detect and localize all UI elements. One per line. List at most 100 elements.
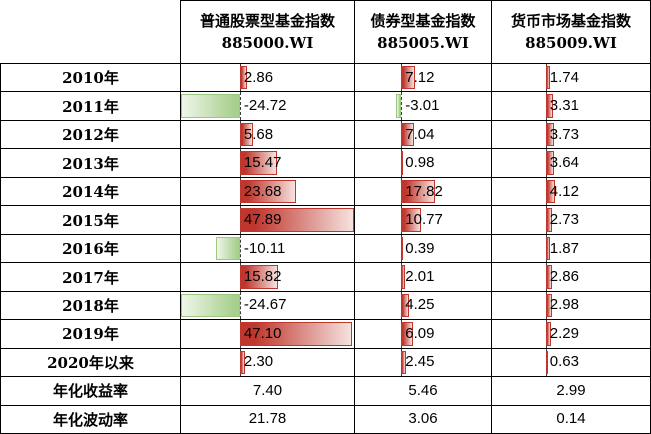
data-bar	[401, 322, 413, 346]
value-cell: 1.87	[492, 234, 651, 264]
value-cell: 4.25	[355, 291, 492, 321]
row-label: 2014年	[62, 183, 119, 202]
cell-value: 0.39	[405, 239, 435, 257]
value-cell: 2.30	[181, 348, 355, 378]
data-bar	[545, 322, 551, 346]
value-cell: 6.09	[355, 320, 492, 349]
value-cell: 4.12	[492, 177, 651, 207]
value-cell: 2.98	[492, 291, 651, 321]
value-cell: 5.46	[355, 377, 492, 406]
cell-value: 47.10	[243, 325, 282, 343]
databar-axis-line	[239, 291, 241, 320]
header-row: 普通股票型基金指数 885000.WI 债券型基金指数 885005.WI 货币…	[0, 0, 651, 64]
data-bar	[401, 350, 406, 375]
row-label: 年化波动率	[52, 410, 128, 429]
value-cell: 21.78	[181, 405, 355, 434]
data-bar	[181, 293, 240, 318]
value-cell: 15.47	[181, 149, 355, 178]
cell-value: 7.12	[405, 68, 435, 86]
data-bar	[545, 293, 553, 318]
cell-value: 23.68	[243, 182, 282, 200]
cell-value: -10.11	[243, 239, 286, 257]
row-label-cell: 2012年	[0, 120, 181, 150]
cell-value: -3.01	[405, 97, 440, 115]
row-label: 2010年	[62, 69, 119, 88]
cell-value: 6.09	[405, 325, 435, 343]
data-bar	[401, 293, 410, 318]
cell-value: 21.78	[248, 410, 287, 428]
value-cell: 15.82	[181, 263, 355, 292]
table-row: 2015年 47.89 10.77 2.73	[0, 206, 651, 235]
data-bar	[395, 94, 402, 118]
value-cell: 17.82	[355, 177, 492, 207]
row-label: 2019年	[62, 325, 119, 344]
row-label-cell: 年化收益率	[0, 377, 181, 406]
table-row: 2020年以来 2.30 2.45 0.63	[0, 348, 651, 378]
table-row: 2012年 5.68 7.04 3.73	[0, 120, 651, 150]
value-cell: -24.72	[181, 92, 355, 121]
cell-value: 2.45	[405, 353, 435, 371]
value-cell: 47.10	[181, 320, 355, 349]
value-cell: 3.73	[492, 120, 651, 150]
column-title: 普通股票型基金指数	[199, 12, 335, 30]
row-label: 2015年	[62, 211, 119, 230]
data-bar	[401, 265, 406, 289]
cell-value: 1.87	[549, 239, 579, 257]
data-bar	[401, 179, 435, 204]
cell-value: 4.12	[549, 182, 579, 200]
value-cell: 0.14	[492, 405, 651, 434]
data-bar	[239, 122, 254, 147]
databar-axis-line	[401, 92, 403, 120]
data-bar	[215, 236, 240, 261]
row-label-cell: 2020年以来	[0, 348, 181, 378]
cell-value: 7.40	[252, 382, 283, 400]
row-label-cell: 2019年	[0, 320, 181, 349]
row-label: 2020年以来	[47, 353, 134, 372]
cell-value: 0.63	[549, 353, 579, 371]
value-cell: 2.45	[355, 348, 492, 378]
column-code: 885005.WI	[377, 34, 469, 52]
value-cell: -3.01	[355, 92, 492, 121]
data-bar	[181, 94, 240, 118]
value-cell: 2.86	[181, 64, 355, 93]
row-label: 2013年	[62, 154, 119, 173]
data-bar	[545, 350, 548, 375]
data-bar	[239, 350, 246, 375]
cell-value: -24.72	[243, 97, 287, 115]
data-bar	[545, 151, 554, 175]
data-bar	[545, 94, 553, 118]
data-bar	[545, 122, 554, 147]
value-cell: 0.63	[492, 348, 651, 378]
value-cell: 0.39	[355, 234, 492, 264]
cell-value: 2.29	[549, 325, 579, 343]
column-code: 885000.WI	[221, 34, 314, 52]
cell-value: 3.06	[408, 410, 438, 428]
value-cell: 0.98	[355, 149, 492, 178]
data-bar	[401, 236, 404, 261]
cell-value: 47.89	[243, 211, 282, 229]
cell-value: 5.68	[243, 125, 274, 143]
cell-value: 3.31	[549, 97, 579, 115]
table-row: 2013年 15.47 0.98 3.64	[0, 149, 651, 178]
row-label: 2017年	[62, 268, 119, 287]
row-label-cell: 2015年	[0, 206, 181, 235]
row-label: 年化收益率	[52, 382, 128, 401]
value-cell: 3.06	[355, 405, 492, 434]
cell-value: 17.82	[405, 182, 443, 200]
databar-axis-line	[239, 92, 241, 120]
table-row: 2011年 -24.72 -3.01 3.31	[0, 92, 651, 121]
data-bar	[239, 151, 277, 175]
data-bar	[401, 66, 415, 90]
column-code: 885009.WI	[525, 34, 617, 52]
data-bar	[545, 236, 550, 261]
row-label: 2018年	[62, 296, 119, 315]
cell-value: 2.99	[556, 382, 586, 400]
data-bar	[545, 66, 550, 90]
data-bar	[401, 122, 415, 147]
value-cell: 7.04	[355, 120, 492, 150]
cell-value: 3.73	[549, 125, 579, 143]
cell-value: 2.98	[549, 296, 579, 314]
row-label-cell: 2017年	[0, 263, 181, 292]
value-cell: 5.68	[181, 120, 355, 150]
